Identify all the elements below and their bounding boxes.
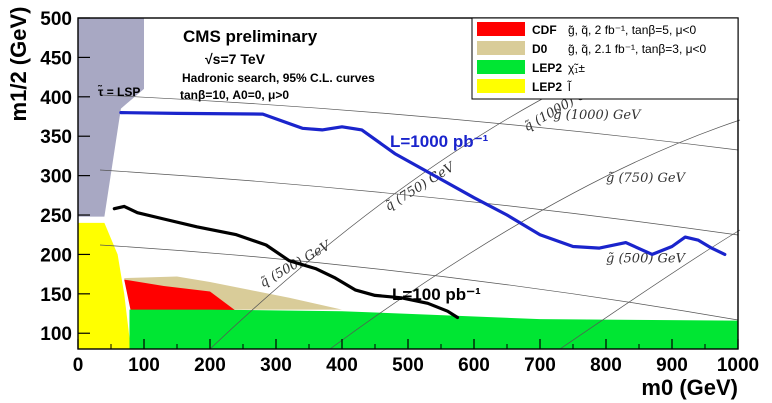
contour-line bbox=[99, 94, 739, 151]
region-cdf bbox=[124, 279, 237, 312]
label-l100: L=100 pb⁻¹ bbox=[392, 285, 481, 304]
legend-swatch bbox=[477, 60, 525, 74]
contour-line bbox=[99, 169, 739, 236]
legend-desc: g̃, q̃, 2.1 fb⁻¹, tanβ=3, μ<0 bbox=[568, 42, 707, 56]
x-tick-label: 1000 bbox=[717, 355, 759, 376]
cms-title: CMS preliminary bbox=[183, 27, 318, 46]
legend-desc: l̃ bbox=[566, 79, 572, 94]
x-tick-label: 900 bbox=[656, 355, 688, 376]
legend-swatch bbox=[477, 79, 525, 93]
lsp-label: τ̃ = LSP bbox=[97, 84, 140, 99]
y-tick-label: 300 bbox=[40, 167, 72, 188]
label-l1000: L=1000 pb⁻¹ bbox=[390, 132, 489, 151]
y-tick-label: 450 bbox=[40, 48, 72, 69]
legend-swatch bbox=[477, 22, 525, 36]
x-tick-label: 700 bbox=[524, 355, 556, 376]
x-tick-label: 200 bbox=[194, 355, 226, 376]
y-tick-label: 150 bbox=[40, 285, 72, 306]
region-lep2-chargino bbox=[129, 309, 738, 349]
contour-line bbox=[99, 244, 739, 321]
legend-label: D0 bbox=[532, 42, 548, 56]
x-axis-label: m0 (GeV) bbox=[641, 375, 738, 400]
region-stau-lsp bbox=[78, 18, 144, 217]
legend-label: LEP2 bbox=[532, 80, 562, 94]
search-label: Hadronic search, 95% C.L. curves bbox=[182, 71, 375, 85]
x-tick-label: 0 bbox=[73, 355, 84, 376]
legend-desc: g̃, q̃, 2 fb⁻¹, tanβ=5, μ<0 bbox=[568, 23, 697, 37]
curve-l100 bbox=[112, 204, 460, 320]
x-tick-label: 300 bbox=[260, 355, 292, 376]
legend-desc: χ̃₁± bbox=[568, 61, 585, 75]
contour-line bbox=[559, 229, 741, 350]
luminosity-curves: L=1000 pb⁻¹ L=100 pb⁻¹ bbox=[112, 111, 727, 320]
y-tick-label: 350 bbox=[40, 127, 72, 148]
y-axis-label: m1/2 (GeV) bbox=[6, 7, 31, 122]
curve-l1000 bbox=[119, 111, 727, 256]
y-tick-label: 400 bbox=[40, 88, 72, 109]
params-label: tanβ=10, A0=0, μ>0 bbox=[180, 88, 289, 102]
y-tick-label: 200 bbox=[40, 245, 72, 266]
x-tick-label: 400 bbox=[326, 355, 358, 376]
contour-label: g̃ (500) GeV bbox=[606, 251, 687, 266]
legend-label: LEP2 bbox=[532, 61, 562, 75]
legend: CDF g̃, q̃, 2 fb⁻¹, tanβ=5, μ<0 D0 g̃, q̃, … bbox=[471, 17, 739, 100]
energy-label: √s=7 TeV bbox=[205, 51, 266, 67]
legend-swatch bbox=[477, 41, 525, 55]
axis-ticks: 0 100 200 300 400 500 600 700 800 900 100010015020… bbox=[6, 7, 759, 400]
y-tick-label: 500 bbox=[40, 9, 72, 30]
y-tick-label: 250 bbox=[40, 206, 72, 227]
x-tick-label: 500 bbox=[392, 355, 424, 376]
annotations: CMS preliminary √s=7 TeV Hadronic search, … bbox=[97, 27, 375, 102]
x-tick-label: 100 bbox=[128, 355, 160, 376]
contour-label: g̃ (750) GeV bbox=[606, 171, 687, 186]
contour-label: g̃ (1000) GeV bbox=[553, 108, 642, 123]
shaded-regions bbox=[78, 18, 738, 349]
y-tick-label: 100 bbox=[40, 324, 72, 345]
contour-line bbox=[329, 119, 741, 350]
region-lep2-slepton bbox=[78, 222, 131, 349]
x-tick-label: 800 bbox=[590, 355, 622, 376]
legend-label: CDF bbox=[532, 23, 557, 37]
x-tick-label: 600 bbox=[458, 355, 490, 376]
